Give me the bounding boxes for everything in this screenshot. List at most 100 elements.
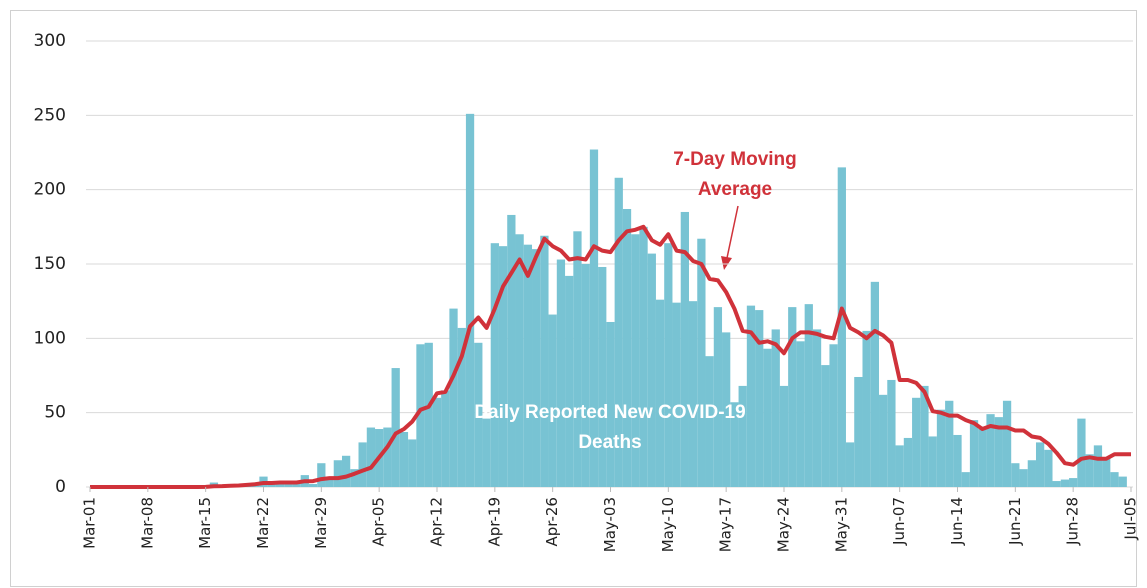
- x-tick-label: May-24: [775, 497, 793, 552]
- bar: [267, 484, 276, 487]
- y-tick-label: 0: [55, 477, 66, 497]
- bar: [994, 417, 1003, 487]
- bar: [903, 437, 913, 487]
- bar: [317, 463, 326, 487]
- bar: [598, 266, 607, 487]
- y-tick-label: 150: [34, 254, 66, 274]
- x-tick-label: Mar-29: [312, 497, 330, 549]
- bar: [507, 214, 516, 487]
- bar: [341, 455, 351, 487]
- bar: [523, 244, 533, 487]
- bar: [1002, 400, 1012, 487]
- y-tick-label: 250: [34, 105, 66, 125]
- bar: [804, 304, 813, 487]
- bar: [705, 356, 714, 487]
- bar: [713, 307, 723, 487]
- x-tick-label: Mar-22: [254, 497, 272, 549]
- bar: [969, 420, 979, 487]
- x-tick-label: Jun-28: [1064, 497, 1082, 546]
- bar: [763, 348, 772, 487]
- x-tick-label: Jun-21: [1006, 497, 1024, 546]
- bar: [812, 329, 822, 487]
- bar: [870, 281, 880, 487]
- bar: [854, 376, 863, 487]
- bar: [275, 482, 285, 487]
- bar: [936, 409, 946, 487]
- bar: [672, 302, 681, 487]
- bar: [688, 301, 698, 487]
- bar: [498, 246, 508, 487]
- bar: [333, 460, 342, 487]
- x-tick-label: Apr-12: [428, 497, 446, 547]
- bar: [1044, 449, 1053, 487]
- bar: [482, 418, 491, 487]
- bar: [655, 299, 665, 487]
- bar: [408, 439, 417, 487]
- x-tick-label: Apr-19: [485, 497, 503, 546]
- bar: [730, 402, 739, 487]
- bar: [978, 429, 987, 487]
- bar: [639, 226, 648, 488]
- plot: [86, 40, 1133, 489]
- moving-average-line: [90, 224, 1131, 489]
- bar: [1077, 418, 1086, 487]
- bar: [515, 234, 524, 487]
- bar: [391, 368, 400, 487]
- x-tick-label: Apr-05: [370, 497, 388, 547]
- bar: [614, 177, 623, 488]
- x-tick-label: May-10: [659, 497, 677, 552]
- annotation-arrowhead: [721, 256, 732, 270]
- bar: [548, 314, 557, 487]
- bar: [358, 442, 367, 487]
- bar: [788, 307, 797, 487]
- bar: [325, 479, 334, 487]
- x-tick-label: May-17: [717, 497, 735, 552]
- bar: [308, 484, 318, 487]
- annotation-arrow: [726, 205, 739, 259]
- x-tick-label: Jun-07: [890, 497, 908, 546]
- bar: [457, 327, 466, 487]
- bar: [622, 208, 632, 487]
- bar: [738, 385, 747, 487]
- bar: [1118, 476, 1127, 487]
- chart-frame: [10, 10, 1137, 587]
- bar: [1035, 442, 1045, 487]
- bar: [292, 482, 301, 487]
- bar: [432, 397, 442, 487]
- x-tick-label: May-03: [601, 497, 619, 552]
- x-tick-label: Jun-14: [948, 497, 966, 546]
- bar: [581, 264, 590, 487]
- bar: [606, 321, 615, 487]
- bar: [383, 427, 392, 487]
- bar: [1085, 454, 1094, 487]
- bar: [961, 472, 970, 487]
- y-tick-label: 200: [34, 180, 66, 200]
- bar: [631, 234, 640, 487]
- bar: [1052, 481, 1061, 487]
- bar: [1102, 457, 1111, 487]
- bar: [920, 385, 929, 487]
- bar: [589, 149, 599, 487]
- bar: [697, 238, 706, 487]
- bar: [746, 305, 756, 487]
- bar-series-label: Daily Reported New COVID-19 Deaths: [474, 402, 746, 453]
- bar: [771, 329, 780, 487]
- bar: [366, 427, 376, 487]
- line-series-label: 7-Day Moving Average: [673, 149, 797, 200]
- bar: [490, 243, 499, 487]
- bar: [441, 390, 450, 487]
- bar: [1027, 460, 1036, 487]
- bar: [540, 235, 549, 487]
- bar: [953, 434, 962, 487]
- x-tick-label: Mar-15: [196, 497, 214, 549]
- bar: [722, 332, 731, 487]
- x-tick-label: Jul-05: [1122, 497, 1140, 541]
- bar: [912, 397, 921, 487]
- bar: [680, 211, 689, 487]
- bar: [879, 394, 888, 487]
- bar: [474, 342, 483, 487]
- bar: [895, 445, 904, 487]
- bar: [573, 231, 582, 487]
